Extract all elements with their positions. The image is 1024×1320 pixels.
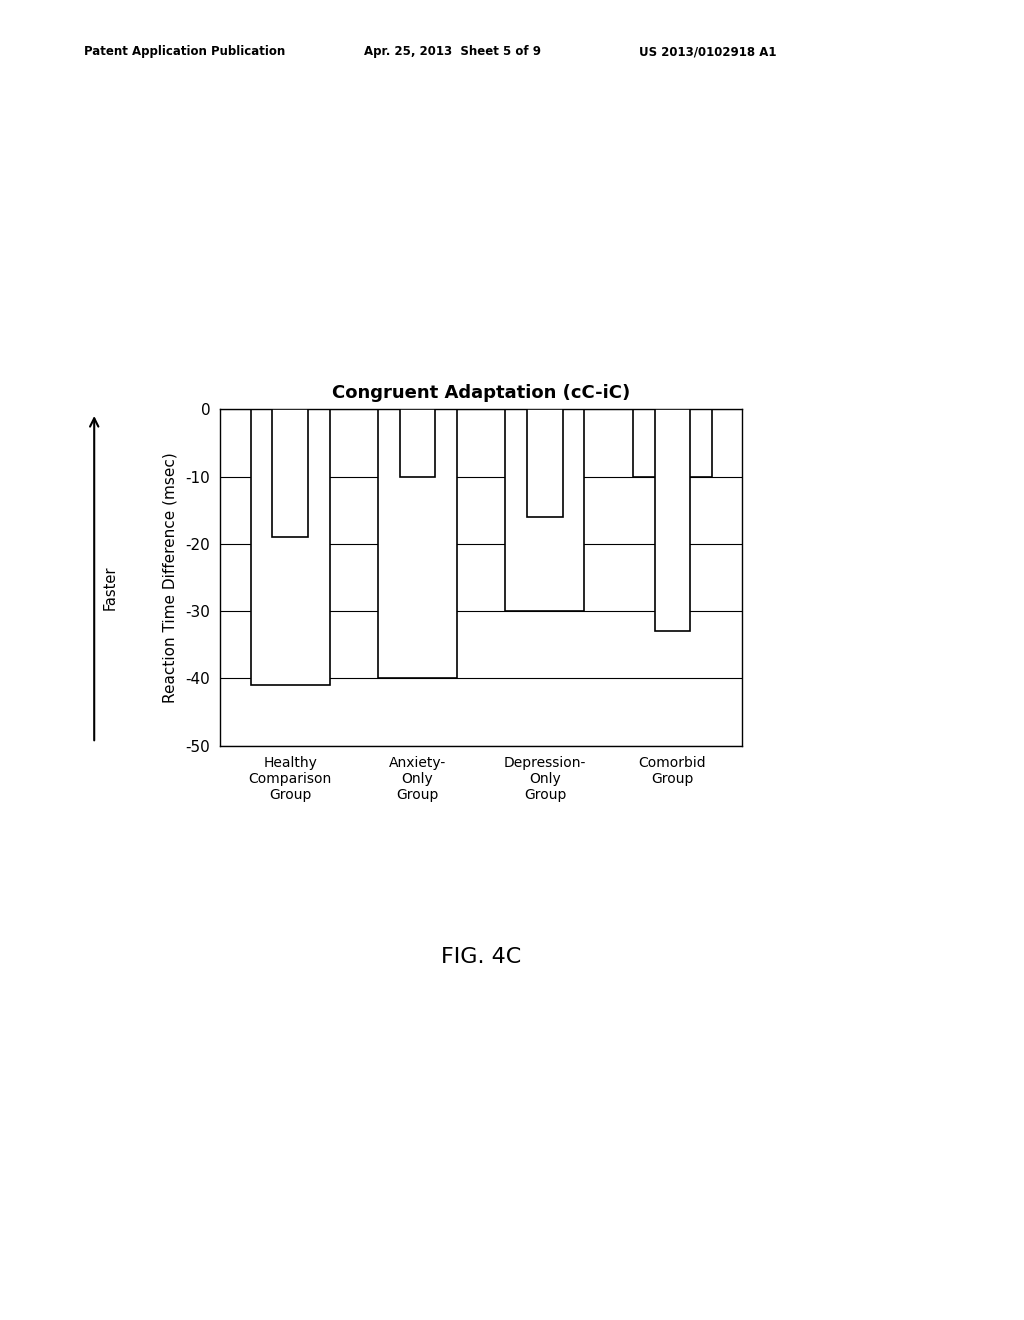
Bar bbox=[527, 409, 563, 517]
Text: Patent Application Publication: Patent Application Publication bbox=[84, 45, 286, 58]
Title: Congruent Adaptation (cC-iC): Congruent Adaptation (cC-iC) bbox=[332, 384, 631, 403]
Bar bbox=[272, 409, 308, 537]
Text: Apr. 25, 2013  Sheet 5 of 9: Apr. 25, 2013 Sheet 5 of 9 bbox=[364, 45, 541, 58]
Bar bbox=[251, 409, 330, 685]
Text: FIG. 4C: FIG. 4C bbox=[441, 946, 521, 968]
Bar bbox=[506, 409, 585, 611]
Bar bbox=[654, 409, 690, 631]
Bar bbox=[633, 409, 712, 477]
Text: US 2013/0102918 A1: US 2013/0102918 A1 bbox=[639, 45, 776, 58]
Text: Faster: Faster bbox=[103, 565, 118, 610]
Bar bbox=[399, 409, 435, 477]
Bar bbox=[378, 409, 457, 678]
Y-axis label: Reaction Time Difference (msec): Reaction Time Difference (msec) bbox=[162, 453, 177, 702]
